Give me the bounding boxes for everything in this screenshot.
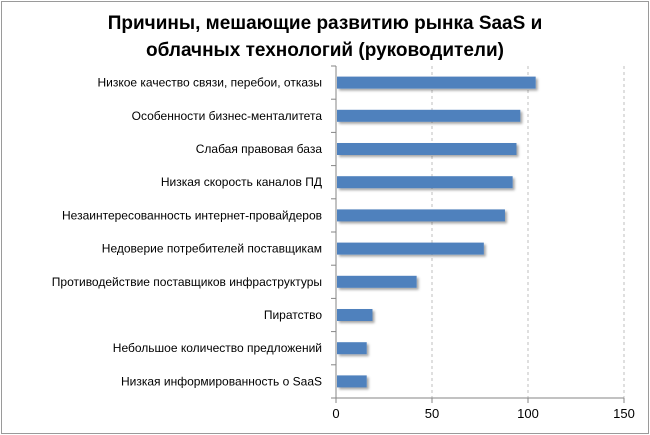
category-label: Небольшое количество предложений <box>113 341 322 355</box>
bar <box>337 309 373 321</box>
category-label: Низкая информированность о SaaS <box>121 374 322 388</box>
bar <box>337 275 417 288</box>
category-label: Слабая правовая база <box>196 142 323 156</box>
bar <box>337 76 536 89</box>
x-tick-label: 100 <box>517 406 539 421</box>
chart-title-line-2: облачных технологий (руководители) <box>146 40 504 61</box>
bar <box>337 143 517 155</box>
category-label: Низкая скорость каналов ПД <box>161 175 322 189</box>
category-label: Особенности бизнес-менталитета <box>132 109 323 123</box>
bar <box>337 342 367 355</box>
category-label: Незаинтересованность интернет-провайдеро… <box>62 208 322 222</box>
category-label: Низкое качество связи, перебои, отказы <box>97 76 322 90</box>
bar <box>337 242 484 255</box>
x-tick-label: 50 <box>425 406 439 421</box>
category-label: Недоверие потребителей поставщикам <box>102 242 322 256</box>
bar <box>337 176 513 189</box>
category-label: Пиратство <box>264 308 323 322</box>
bar <box>337 375 367 388</box>
chart-title: Причины, мешающие развитию рынка SaaS и … <box>0 10 650 64</box>
bar <box>337 109 521 122</box>
chart-title-line-1: Причины, мешающие развитию рынка SaaS и <box>107 13 543 34</box>
x-tick-label: 150 <box>613 406 635 421</box>
category-label: Противодействие поставщиков инфраструкту… <box>52 275 322 289</box>
bar <box>337 209 505 222</box>
x-tick-label: 0 <box>332 406 339 421</box>
